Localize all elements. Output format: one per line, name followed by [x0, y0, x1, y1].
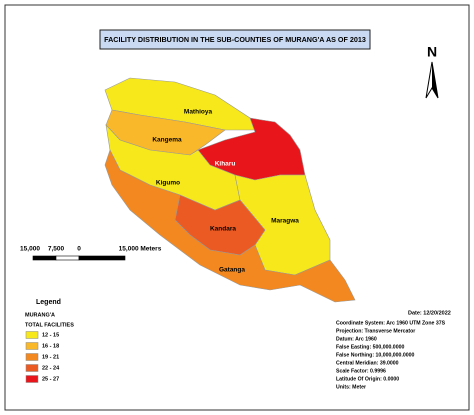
map-info-line: False Northing: 10,000,000.0000: [336, 352, 415, 358]
legend-swatch: [25, 375, 39, 383]
legend-label: 16 - 18: [42, 343, 59, 349]
legend-title: Legend: [36, 299, 61, 306]
legend-swatch: [25, 364, 39, 372]
legend-layer: MURANG'A: [25, 312, 55, 318]
region-label: Kigumo: [156, 180, 180, 187]
legend-swatch: [25, 342, 39, 350]
scale-bar-segment: [78, 255, 126, 261]
legend-swatch: [25, 331, 39, 339]
map-info-line: Datum: Arc 1960: [336, 336, 377, 342]
region: [104, 149, 356, 303]
title-box: [99, 29, 371, 50]
scale-bar-label: 0: [77, 246, 81, 253]
legend-label: 12 - 15: [42, 332, 59, 338]
scale-bar-label: 15,000 Meters: [119, 246, 162, 253]
map-date: Date: 12/20/2022: [408, 310, 451, 316]
north-arrow: [425, 61, 439, 99]
map-info-line: False Easting: 500,000.0000: [336, 344, 404, 350]
legend-label: 19 - 21: [42, 354, 59, 360]
scale-bar-segment: [32, 255, 57, 261]
region-label: Kangema: [152, 137, 182, 144]
region-label: Mathioya: [184, 109, 213, 116]
north-label: N: [427, 44, 437, 60]
region-label: Kiharu: [215, 161, 236, 168]
map-info-line: Projection: Transverse Mercator: [336, 328, 415, 334]
legend-label: 25 - 27: [42, 376, 59, 382]
map-title: FACILITY DISTRIBUTION IN THE SUB-COUNTIE…: [104, 35, 366, 44]
map-info-line: Central Meridian: 39.0000: [336, 360, 399, 366]
legend-label: 22 - 24: [42, 365, 60, 371]
map-info-line: Scale Factor: 0.9996: [336, 368, 386, 374]
map-info-line: Latitude Of Origin: 0.0000: [336, 376, 399, 382]
scale-bar-label: 15,000: [20, 246, 40, 253]
scale-bar-segment: [55, 255, 80, 261]
map-info-line: Units: Meter: [336, 384, 366, 390]
scale-bar-label: 7,500: [48, 246, 65, 253]
region-label: Maragwa: [271, 218, 299, 225]
region-label: Gatanga: [219, 267, 245, 274]
legend-field: TOTAL FACILITIES: [25, 322, 74, 328]
legend-swatch: [25, 353, 39, 361]
map-info-line: Coordinate System: Arc 1960 UTM Zone 37S: [336, 320, 446, 326]
region-label: Kandara: [210, 226, 236, 233]
